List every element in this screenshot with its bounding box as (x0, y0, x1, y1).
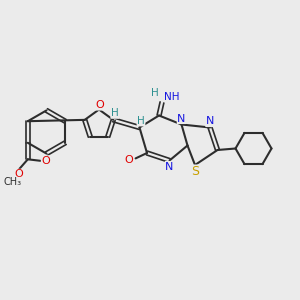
Text: CH₃: CH₃ (4, 177, 22, 188)
Text: H: H (151, 88, 158, 98)
Text: N: N (206, 116, 214, 127)
Text: O: O (95, 100, 104, 110)
Text: O: O (41, 156, 50, 166)
Text: S: S (191, 165, 199, 178)
Text: NH: NH (164, 92, 179, 102)
Text: H: H (137, 116, 145, 126)
Text: O: O (124, 155, 134, 165)
Text: N: N (165, 161, 174, 172)
Text: O: O (14, 169, 23, 179)
Text: H: H (111, 108, 118, 118)
Text: N: N (177, 113, 186, 124)
